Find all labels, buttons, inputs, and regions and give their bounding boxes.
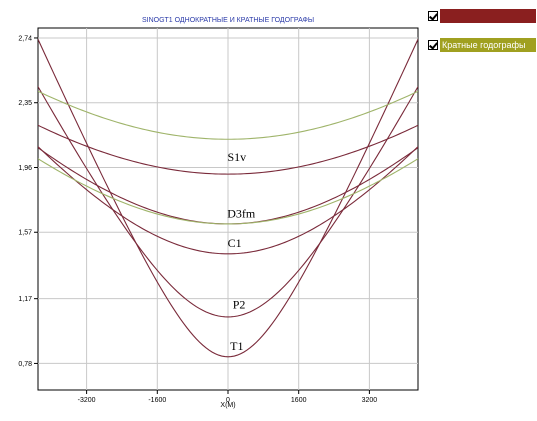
curve-label-p2: P2 — [233, 298, 246, 312]
series-line-p2 — [38, 86, 418, 318]
grid-lines — [38, 28, 418, 390]
axis-ticks: -3200 -1600 0 1600 3200 0,78 1,17 1,57 1,96 2,35 2… — [18, 35, 377, 404]
legend-item-single-hodographs[interactable] — [428, 9, 536, 23]
x-axis-title: X(M) — [220, 402, 235, 409]
x-tick-label: 3200 — [362, 397, 378, 404]
x-tick-label: 1600 — [291, 397, 307, 404]
x-tick-label: 0 — [226, 397, 230, 404]
y-tick-label: 2,74 — [18, 35, 32, 42]
curve-label-d3fm: D3fm — [227, 206, 256, 220]
legend-checkbox-single[interactable] — [428, 11, 438, 21]
curve-label-s1v: S1v — [227, 150, 246, 164]
x-tick-label: -3200 — [78, 397, 96, 404]
legend-item-multiple-hodographs[interactable]: Кратные годографы — [428, 38, 536, 52]
x-tick-label: -1600 — [148, 397, 166, 404]
series-line-multiple-6 — [38, 158, 418, 225]
curve-label-c1: C1 — [228, 236, 242, 250]
curve-labels: S1v D3fm C1 P2 T1 — [227, 150, 256, 353]
series-lines — [38, 39, 418, 358]
y-tick-label: 1,17 — [18, 296, 32, 303]
legend-label-single — [440, 9, 536, 23]
series-line-multiple-5 — [38, 90, 418, 140]
y-tick-label: 1,96 — [18, 165, 32, 172]
curve-label-t1: T1 — [230, 339, 243, 353]
series-line-s1v — [38, 124, 418, 175]
y-tick-label: 0,78 — [18, 361, 32, 368]
y-tick-label: 1,57 — [18, 230, 32, 237]
legend-checkbox-multiple[interactable] — [428, 40, 438, 50]
chart-title: SINOGT1 ОДНОКРАТНЫЕ И КРАТНЫЕ ГОДОГРАФЫ — [142, 17, 314, 24]
series-line-t1 — [38, 39, 418, 358]
y-tick-label: 2,35 — [18, 100, 32, 107]
series-line-c1 — [38, 146, 418, 255]
legend-label-multiple: Кратные годографы — [440, 38, 536, 52]
